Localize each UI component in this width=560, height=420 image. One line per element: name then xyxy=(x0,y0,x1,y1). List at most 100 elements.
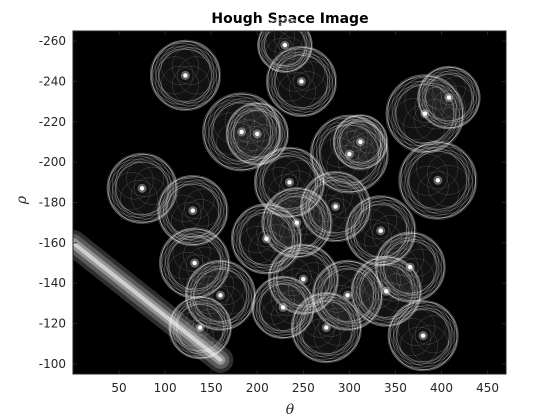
peak-ring xyxy=(259,146,322,209)
peak-ring xyxy=(271,55,334,118)
peak-center xyxy=(264,236,269,242)
peak-inner-ring xyxy=(293,61,332,100)
peak-center xyxy=(345,293,350,298)
hough-peaks xyxy=(106,17,481,372)
peak-inner-ring xyxy=(360,281,399,320)
peak-ring xyxy=(310,117,379,187)
peak-ring xyxy=(112,152,174,215)
peak-inner-ring xyxy=(206,285,245,324)
peak-ring xyxy=(315,125,385,194)
x-axis-label: θ xyxy=(286,402,295,418)
peak-inner-ring xyxy=(190,276,229,315)
peak-ring xyxy=(317,259,380,322)
peak-inner-ring xyxy=(291,252,330,290)
peak-inner-ring xyxy=(414,99,457,142)
peak-inner-ring xyxy=(237,126,271,160)
peak-ring xyxy=(350,195,413,257)
peak-inner-ring xyxy=(155,56,194,95)
peak-ring xyxy=(225,104,281,160)
peak-ring xyxy=(266,196,329,259)
peak-inner-ring xyxy=(274,37,305,68)
peak-inner-ring xyxy=(385,257,424,296)
peak-ring xyxy=(309,175,372,238)
peak-outline xyxy=(399,142,477,219)
peak-inner-ring xyxy=(332,286,371,325)
peak-inner-ring xyxy=(173,312,208,347)
peak-ring xyxy=(269,188,332,251)
peak-ring xyxy=(419,73,475,129)
peak-ring xyxy=(334,114,383,163)
x-tick-label: 150 xyxy=(200,381,223,395)
peak-inner-ring xyxy=(335,267,374,306)
peak-inner-ring xyxy=(414,87,457,130)
peak-ring xyxy=(231,206,293,268)
peak-ring xyxy=(111,162,174,224)
hough-peak xyxy=(225,102,289,166)
peak-ring xyxy=(374,237,437,300)
peak-outline xyxy=(226,103,288,165)
peak-ring xyxy=(231,209,293,272)
peak-inner-ring xyxy=(362,262,401,301)
peak-inner-ring xyxy=(373,263,412,302)
peak-ring xyxy=(155,49,218,111)
peak-ring xyxy=(230,102,286,158)
hough-peak xyxy=(300,170,372,243)
peak-ring xyxy=(239,204,302,267)
y-tick-label: -200 xyxy=(39,155,66,169)
peak-ring xyxy=(312,265,374,328)
x-tick-label: 350 xyxy=(384,381,407,395)
peak-outline xyxy=(313,260,383,330)
peak-ring xyxy=(211,101,280,170)
peak-center xyxy=(280,305,286,310)
peak-center xyxy=(446,95,452,100)
peak-ring xyxy=(251,281,307,337)
peak-center xyxy=(384,289,389,294)
peak-ring xyxy=(251,278,307,334)
peak-center xyxy=(420,333,426,338)
peak-ring xyxy=(233,211,295,274)
peak-ring xyxy=(204,102,274,171)
peak-ring xyxy=(232,109,288,165)
peak-inner-ring xyxy=(262,156,301,195)
peak-inner-ring xyxy=(301,299,340,338)
x-tick-label: 50 xyxy=(111,381,126,395)
peak-inner-ring xyxy=(260,166,299,205)
peak-ring xyxy=(175,302,231,358)
peak-outline xyxy=(388,301,458,371)
peak-ring xyxy=(417,71,473,127)
peak-inner-ring xyxy=(318,125,361,168)
peak-ring xyxy=(417,68,473,124)
peak-outline xyxy=(346,196,416,266)
peak-ring xyxy=(275,251,338,314)
peak-inner-ring xyxy=(318,198,357,237)
hough-peak xyxy=(184,259,257,331)
peak-inner-ring xyxy=(171,65,210,104)
peak-ring xyxy=(167,235,230,298)
peak-ring xyxy=(108,153,171,216)
peak-inner-ring xyxy=(126,158,165,197)
peak-ring xyxy=(358,263,421,326)
peak-ring xyxy=(239,211,301,273)
peak-inner-ring xyxy=(271,63,310,102)
peak-inner-ring xyxy=(402,248,440,287)
peak-center xyxy=(299,79,304,84)
peak-ring xyxy=(274,53,337,116)
peak-outline xyxy=(262,188,332,258)
peak-inner-ring xyxy=(232,109,275,152)
peak-ring xyxy=(150,42,212,105)
peak-outline xyxy=(231,204,301,274)
peak-ring xyxy=(261,193,324,256)
peak-ring xyxy=(394,82,464,152)
peak-ring xyxy=(164,227,227,290)
peak-inner-ring xyxy=(324,180,363,219)
hough-peak xyxy=(417,65,481,130)
peak-inner-ring xyxy=(206,266,245,305)
peak-inner-ring xyxy=(338,122,369,152)
peak-ring xyxy=(395,307,458,370)
peak-inner-ring xyxy=(337,130,368,161)
peak-ring xyxy=(391,84,461,154)
peak-ring xyxy=(321,264,384,327)
peak-ring xyxy=(262,154,325,217)
peak-outline xyxy=(311,115,388,193)
peak-ring xyxy=(302,179,364,242)
